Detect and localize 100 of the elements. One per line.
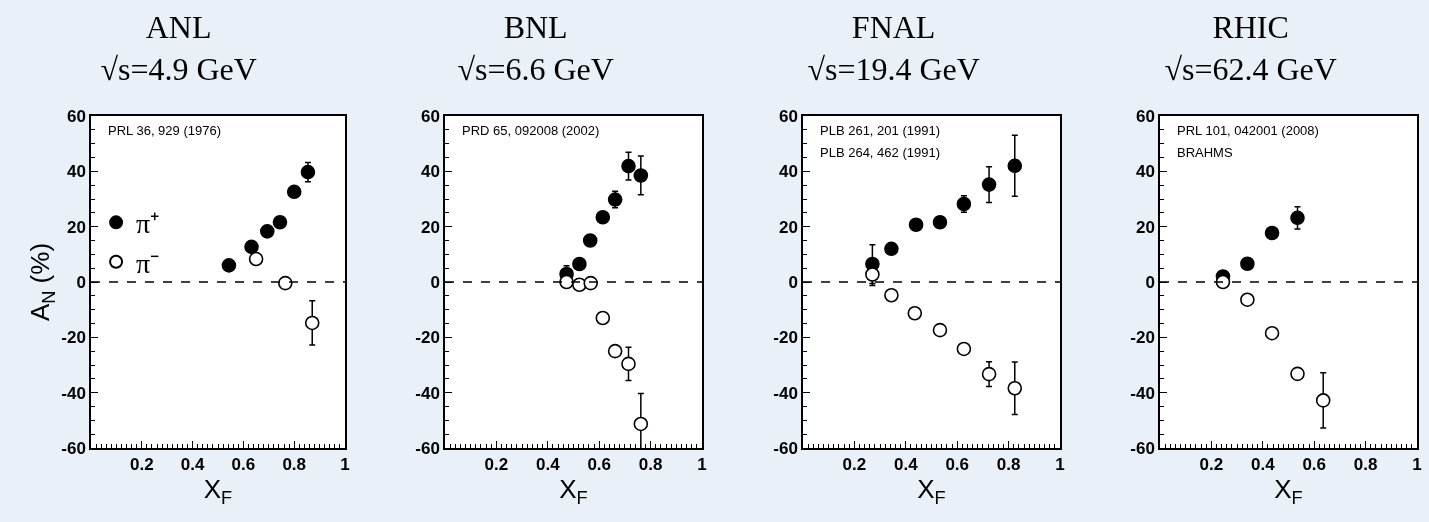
x-tick-label: 1 [340, 455, 350, 475]
y-tick-label: 40 [421, 162, 441, 182]
y-tick-label: 60 [1135, 106, 1155, 126]
x-tick-label: 0.8 [282, 455, 307, 475]
point [621, 158, 637, 174]
point [1315, 393, 1331, 408]
y-tick-label: -20 [415, 328, 441, 348]
point [278, 275, 293, 291]
point [608, 343, 623, 359]
annotation: PRL 36, 929 (1976) [108, 123, 221, 138]
x-tick-label: 0.2 [129, 455, 154, 475]
point [621, 356, 637, 372]
point [633, 168, 649, 183]
y-tick-label: 60 [778, 106, 798, 126]
legend-label: π⁺ [136, 208, 160, 240]
y-tick-label: 40 [778, 162, 798, 182]
x-tick-label: 0.4 [1250, 455, 1275, 475]
point [883, 287, 899, 303]
x-axis-title: X$_{F}$ [1274, 474, 1303, 508]
point [1264, 325, 1280, 341]
x-tick-label: 1 [1054, 455, 1065, 475]
point [300, 164, 316, 180]
x-tick-label: 0.4 [536, 455, 561, 475]
x-tick-label: 0.4 [180, 455, 205, 475]
y-tick-label: 60 [421, 106, 441, 126]
point [981, 366, 996, 382]
x-tick-label: 1 [697, 455, 707, 475]
annotation: PLB 264, 462 (1991) [819, 145, 940, 160]
x-tick-label: 0.8 [996, 455, 1020, 475]
y-tick-label: 0 [1145, 272, 1155, 292]
point [244, 239, 259, 255]
x-tick-label: 0.4 [893, 455, 918, 475]
x-axis-title: X$_{F}$ [203, 474, 233, 508]
x-tick-label: 0.8 [639, 455, 663, 475]
point [907, 305, 922, 321]
point [932, 322, 947, 338]
point [259, 224, 275, 239]
point [864, 267, 880, 282]
point [932, 214, 947, 230]
point [1289, 210, 1305, 226]
chart-title: ANL √s=4.9 GeV [100, 9, 257, 87]
point [595, 310, 611, 326]
x-tick-label: 0.8 [1353, 455, 1378, 475]
x-tick-label: 0.6 [587, 455, 612, 475]
point [559, 274, 575, 290]
y-tick-label: 20 [1135, 217, 1155, 237]
point [908, 217, 923, 233]
x-tick-label: 0.6 [231, 455, 256, 475]
annotation: BRAHMS [1176, 145, 1233, 160]
y-tick-label: -40 [415, 383, 441, 403]
y-tick-label: -40 [1130, 383, 1155, 403]
point [286, 184, 302, 200]
y-tick-label: -60 [415, 438, 441, 458]
y-tick-label: -20 [61, 328, 86, 348]
y-tick-label: -20 [772, 328, 798, 348]
y-tick-label: 0 [430, 272, 441, 292]
y-tick-label: -60 [1130, 438, 1155, 458]
y-tick-label: 20 [66, 217, 86, 237]
y-tick-label: -20 [1130, 328, 1155, 348]
point [1239, 292, 1255, 307]
y-tick-label: 0 [76, 272, 86, 292]
y-tick-label: -60 [61, 438, 86, 458]
legend-label: π⁻ [136, 247, 160, 279]
point [304, 315, 320, 331]
y-tick-label: 0 [787, 272, 798, 292]
annotation: PRD 65, 092008 (2002) [462, 123, 600, 138]
x-tick-label: 0.6 [1302, 455, 1326, 475]
y-tick-label: -40 [772, 383, 798, 403]
x-tick-label: 1 [1412, 455, 1422, 475]
point [272, 214, 288, 230]
point [1289, 366, 1305, 382]
x-axis-title: X$_{F}$ [559, 474, 588, 508]
y-tick-label: 40 [1135, 162, 1155, 182]
point [1006, 158, 1022, 174]
y-tick-label: 40 [66, 162, 86, 182]
point [956, 341, 971, 357]
y-tick-label: 60 [66, 106, 86, 126]
chart-title: FNAL √s=19.4 GeV [806, 9, 980, 87]
point [981, 177, 996, 192]
point [633, 416, 649, 432]
annotation: PLB 261, 201 (1991) [819, 123, 940, 138]
x-tick-label: 0.2 [1199, 455, 1223, 475]
x-axis-title: X$_{F}$ [916, 474, 946, 508]
point [595, 209, 611, 225]
x-tick-label: 0.2 [842, 455, 866, 475]
chart-title: RHIC √s=62.4 GeV [1164, 9, 1337, 87]
point [1006, 380, 1022, 396]
point [221, 258, 237, 273]
point [1264, 225, 1280, 241]
point [883, 241, 899, 257]
point [1239, 256, 1255, 272]
x-tick-label: 0.6 [944, 455, 969, 475]
point [583, 233, 598, 248]
x-tick-label: 0.2 [484, 455, 509, 475]
chart-title: BNL √s=6.6 GeV [457, 9, 615, 87]
annotation: PRL 101, 042001 (2008) [1176, 123, 1319, 138]
point [248, 251, 264, 267]
y-tick-label: 20 [778, 217, 798, 237]
y-tick-label: -40 [61, 383, 86, 403]
y-tick-label: 20 [421, 217, 441, 237]
